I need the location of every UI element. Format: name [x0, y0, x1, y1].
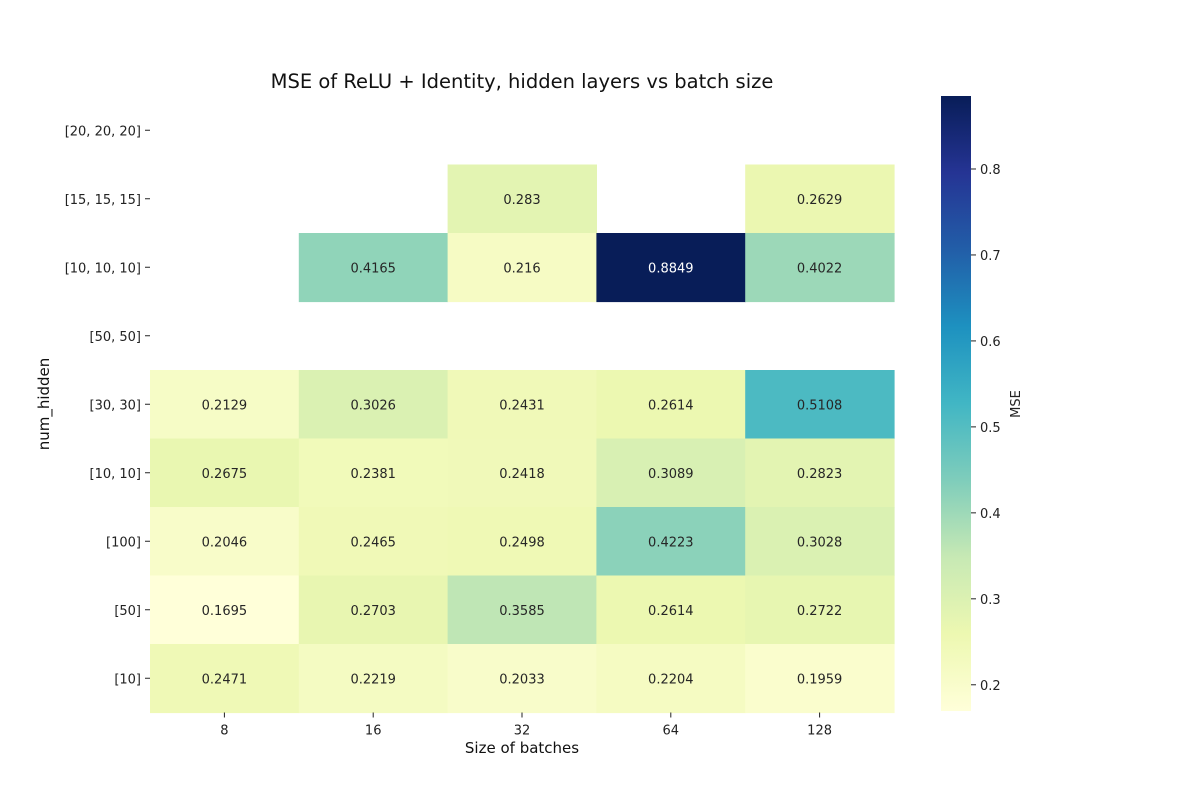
cell-value-label: 0.216 — [503, 261, 540, 276]
colorbar-tick-label: 0.6 — [980, 335, 1001, 350]
colorbar-tick-label: 0.5 — [980, 421, 1001, 436]
cell-value-label: 0.283 — [503, 193, 540, 208]
y-axis-ticks: [20, 20, 20] [15, 15, 15] [10, 10, 10] [50,… — [65, 124, 150, 687]
heatmap-cell — [298, 233, 449, 303]
chart-title: MSE of ReLU + Identity, hidden layers vs… — [271, 70, 774, 93]
heatmap-cell — [745, 233, 895, 303]
heatmap-cell — [150, 644, 300, 714]
x-tick-label: 64 — [663, 724, 680, 739]
cell-value-label: 0.4223 — [648, 535, 694, 550]
cell-value-label: 0.5108 — [797, 398, 843, 413]
cell-value-label: 0.2614 — [648, 398, 694, 413]
cell-value-label: 0.2129 — [202, 398, 248, 413]
cell-value-label: 0.2614 — [648, 604, 694, 619]
cell-value-label: 0.8849 — [648, 261, 694, 276]
colorbar-tick-label: 0.4 — [980, 507, 1001, 522]
heatmap-cell — [298, 438, 449, 508]
cell-value-label: 0.2722 — [797, 604, 843, 619]
heatmap-cells: 0.283 0.2629 0.4165 0.216 0.8849 0.4022 0.2129… — [150, 164, 895, 714]
colorbar: 0.2 0.3 0.4 0.5 0.6 0.7 0.8 MSE — [941, 96, 1024, 711]
y-tick-label: [10, 10] — [90, 467, 142, 482]
heatmap-cell — [447, 644, 597, 714]
x-tick-label: 32 — [514, 724, 531, 739]
cell-value-label: 0.2465 — [350, 535, 396, 550]
heatmap-cell — [150, 370, 300, 440]
heatmap-cell — [298, 575, 449, 645]
heatmap-cell — [745, 438, 895, 508]
colorbar-ticks: 0.2 0.3 0.4 0.5 0.6 0.7 0.8 — [971, 163, 1001, 694]
cell-value-label: 0.2498 — [499, 535, 545, 550]
cell-value-label: 0.3028 — [797, 535, 843, 550]
cell-value-label: 0.3026 — [350, 398, 396, 413]
cell-value-label: 0.3089 — [648, 467, 694, 482]
cell-value-label: 0.2204 — [648, 672, 694, 687]
heatmap-cell — [596, 438, 746, 508]
colorbar-tick-label: 0.8 — [980, 163, 1001, 178]
x-tick-label: 16 — [365, 724, 382, 739]
cell-value-label: 0.2629 — [797, 193, 843, 208]
heatmap-cell — [596, 575, 746, 645]
cell-value-label: 0.4165 — [350, 261, 396, 276]
y-tick-label: [50] — [114, 604, 141, 619]
colorbar-tick-label: 0.3 — [980, 593, 1001, 608]
heatmap-cell — [150, 507, 300, 577]
x-tick-label: 8 — [220, 724, 228, 739]
heatmap-cell — [596, 233, 746, 303]
cell-value-label: 0.2823 — [797, 467, 843, 482]
heatmap-cell — [745, 164, 895, 234]
heatmap-cell — [596, 507, 746, 577]
heatmap-cell — [745, 644, 895, 714]
cell-value-label: 0.1959 — [797, 672, 843, 687]
heatmap-cell — [298, 370, 449, 440]
cell-value-label: 0.2675 — [202, 467, 248, 482]
heatmap-cell — [447, 438, 597, 508]
x-tick-label: 128 — [807, 724, 832, 739]
cell-value-label: 0.2418 — [499, 467, 545, 482]
y-tick-label: [15, 15, 15] — [65, 193, 141, 208]
colorbar-tick-label: 0.2 — [980, 679, 1001, 694]
heatmap-cell — [745, 370, 895, 440]
y-tick-label: [10, 10, 10] — [65, 261, 141, 276]
heatmap-cell — [150, 575, 300, 645]
cell-value-label: 0.3585 — [499, 604, 545, 619]
y-tick-label: [20, 20, 20] — [65, 124, 141, 139]
heatmap-cell — [596, 644, 746, 714]
colorbar-gradient — [941, 96, 971, 711]
heatmap-cell — [447, 164, 597, 234]
y-axis-title: num_hidden — [35, 358, 54, 451]
heatmap-cell — [447, 370, 597, 440]
cell-value-label: 0.2471 — [202, 672, 248, 687]
colorbar-label: MSE — [1009, 390, 1024, 418]
cell-value-label: 0.2703 — [350, 604, 396, 619]
heatmap-cell — [596, 370, 746, 440]
cell-value-label: 0.2431 — [499, 398, 545, 413]
x-axis-ticks: 8 16 32 64 128 — [220, 712, 832, 739]
x-axis-title: Size of batches — [465, 739, 579, 757]
heatmap-cell — [447, 233, 597, 303]
heatmap-cell — [745, 575, 895, 645]
heatmap-cell — [447, 575, 597, 645]
heatmap-cell — [745, 507, 895, 577]
heatmap-cell — [447, 507, 597, 577]
heatmap-cell — [298, 507, 449, 577]
cell-value-label: 0.2381 — [350, 467, 396, 482]
cell-value-label: 0.2219 — [350, 672, 396, 687]
heatmap-cell — [150, 438, 300, 508]
y-tick-label: [100] — [106, 535, 141, 550]
y-tick-label: [30, 30] — [90, 398, 142, 413]
y-tick-label: [50, 50] — [90, 330, 142, 345]
cell-value-label: 0.1695 — [202, 604, 248, 619]
colorbar-tick-label: 0.7 — [980, 249, 1001, 264]
y-tick-label: [10] — [114, 672, 141, 687]
cell-value-label: 0.4022 — [797, 261, 843, 276]
heatmap-cell — [298, 644, 449, 714]
cell-value-label: 0.2033 — [499, 672, 545, 687]
cell-value-label: 0.2046 — [202, 535, 248, 550]
